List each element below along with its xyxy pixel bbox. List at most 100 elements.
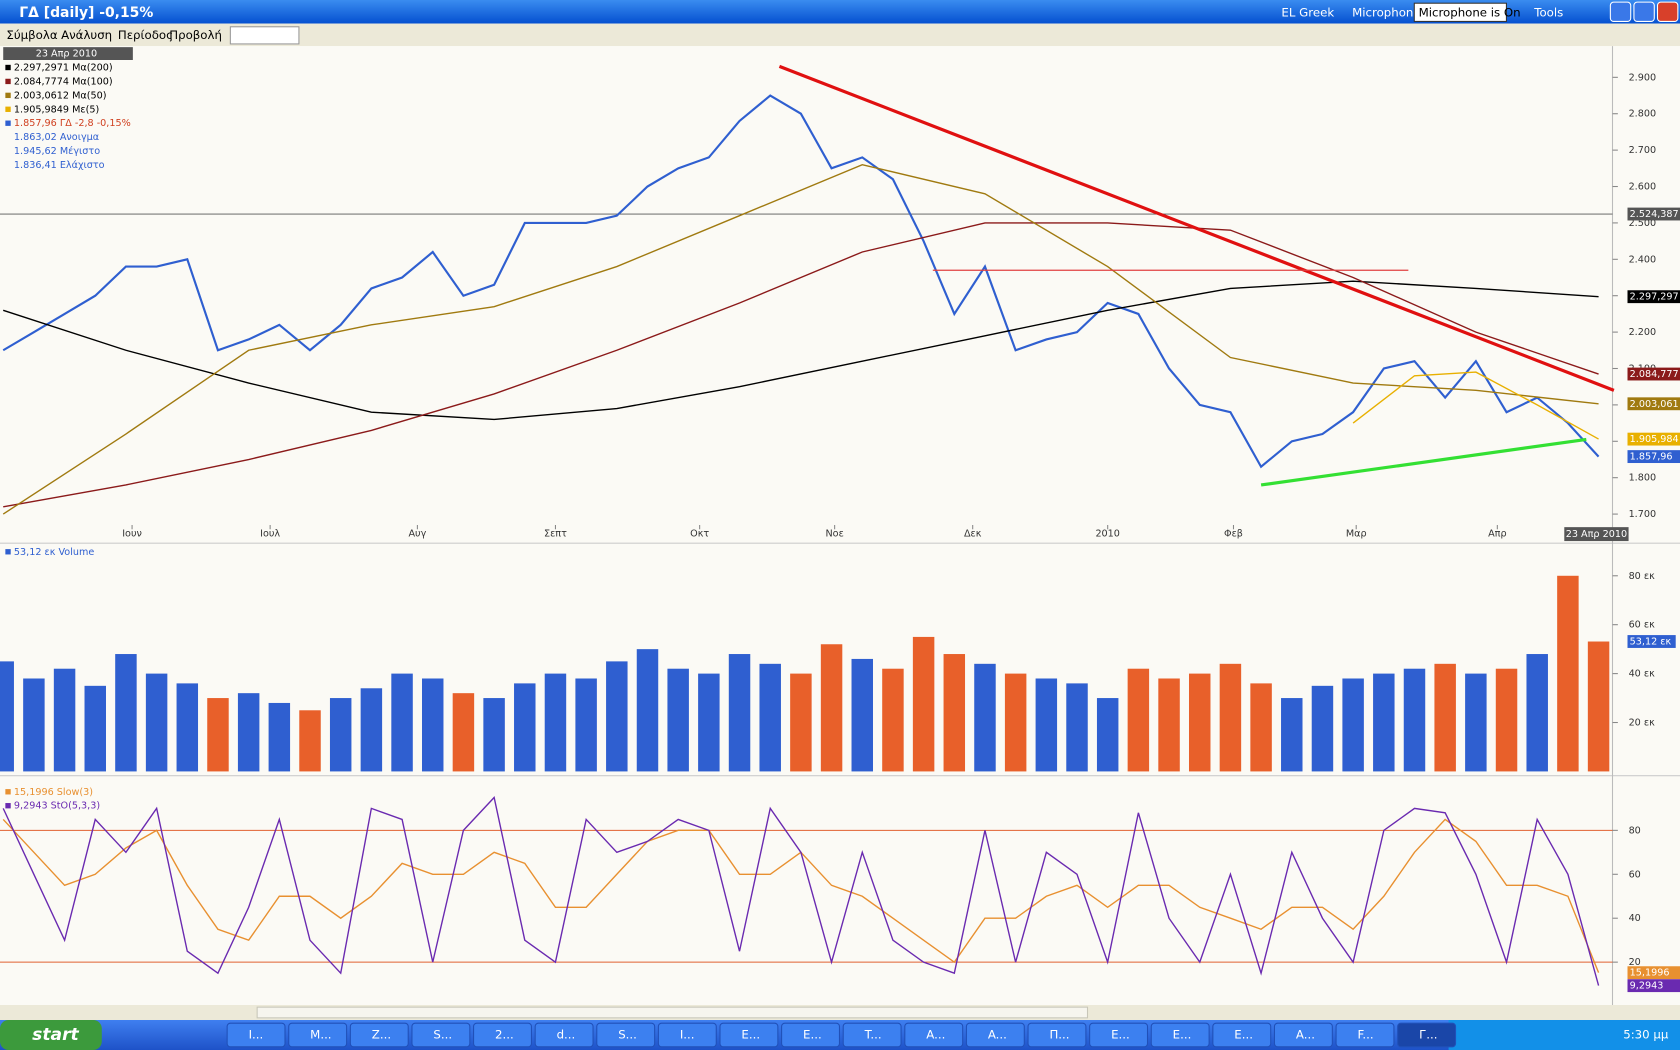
window-button[interactable] bbox=[1656, 1, 1679, 22]
volume-bar bbox=[1587, 641, 1610, 772]
volume-bar bbox=[667, 668, 689, 772]
task-button[interactable] bbox=[1273, 1022, 1333, 1048]
task-button[interactable] bbox=[719, 1022, 779, 1048]
window-title: ΓΔ [daily] -0,15% bbox=[19, 5, 153, 21]
task-button[interactable] bbox=[534, 1022, 594, 1048]
legend-swatch bbox=[5, 64, 11, 71]
volume-bar bbox=[636, 649, 659, 772]
task-label[interactable]: A... bbox=[926, 1028, 945, 1042]
volume-bar bbox=[84, 685, 106, 772]
task-label[interactable]: E... bbox=[803, 1028, 822, 1042]
x-tick-label: Οκτ bbox=[690, 529, 709, 540]
task-label[interactable]: S... bbox=[433, 1028, 452, 1042]
x-tick-label: Ιουλ bbox=[260, 529, 280, 540]
task-label[interactable]: M... bbox=[310, 1028, 331, 1042]
task-label[interactable]: F... bbox=[1358, 1028, 1374, 1042]
legend-swatch bbox=[5, 549, 11, 555]
task-label[interactable]: d... bbox=[557, 1028, 576, 1042]
y-tick-label: 2.700 bbox=[1629, 145, 1657, 156]
task-label[interactable]: 2... bbox=[495, 1028, 514, 1042]
task-button[interactable] bbox=[965, 1022, 1025, 1048]
volume-bar bbox=[790, 673, 812, 772]
task-button[interactable] bbox=[904, 1022, 964, 1048]
y-tick-label: 80 εκ bbox=[1629, 571, 1656, 582]
menu-item[interactable]: Προβολή bbox=[169, 28, 222, 42]
title-item[interactable]: Microphone bbox=[1352, 5, 1421, 19]
task-label[interactable]: Г... bbox=[1419, 1028, 1437, 1042]
volume-bar bbox=[176, 683, 199, 772]
legend-entry: 9,2943 StO(5,3,3) bbox=[14, 801, 100, 812]
task-button[interactable] bbox=[657, 1022, 717, 1048]
last-value-box bbox=[1627, 450, 1680, 464]
volume-bar bbox=[974, 663, 996, 772]
volume-bar bbox=[329, 698, 352, 772]
x-tick-label: 2010 bbox=[1095, 529, 1120, 540]
window-button[interactable] bbox=[1609, 1, 1632, 22]
title-item[interactable]: Tools bbox=[1533, 5, 1563, 19]
last-value-label: 2.003,061 bbox=[1630, 399, 1679, 410]
task-button[interactable] bbox=[411, 1022, 471, 1048]
window-button[interactable] bbox=[1633, 1, 1655, 22]
task-label[interactable]: Z... bbox=[372, 1028, 391, 1042]
task-button[interactable] bbox=[1150, 1022, 1210, 1048]
series-line bbox=[2, 796, 1600, 986]
task-button[interactable] bbox=[349, 1022, 409, 1048]
y-tick-label: 20 bbox=[1629, 957, 1641, 968]
task-label[interactable]: П... bbox=[1049, 1028, 1069, 1042]
volume-bar bbox=[1004, 673, 1027, 772]
task-label[interactable]: E... bbox=[741, 1028, 760, 1042]
menu-item[interactable]: Περίοδος bbox=[118, 28, 173, 42]
task-label[interactable]: I... bbox=[249, 1028, 264, 1042]
y-tick-label: 1.800 bbox=[1629, 473, 1657, 484]
reference-label-box bbox=[1627, 207, 1680, 221]
start-button[interactable] bbox=[0, 1020, 102, 1050]
task-label[interactable]: T... bbox=[864, 1028, 882, 1042]
trend-line bbox=[1260, 437, 1587, 487]
symbol-input[interactable] bbox=[229, 26, 300, 45]
title-item[interactable]: EL Greek bbox=[1281, 5, 1334, 19]
y-tick-label: 60 εκ bbox=[1629, 620, 1656, 631]
task-label[interactable]: E... bbox=[1111, 1028, 1130, 1042]
tray bbox=[1448, 1020, 1680, 1050]
task-button[interactable] bbox=[1212, 1022, 1272, 1048]
chart-area bbox=[0, 46, 1680, 1008]
last-value-label: 1.905,984 bbox=[1630, 434, 1679, 445]
task-button[interactable] bbox=[1397, 1022, 1457, 1048]
volume-bar bbox=[1403, 668, 1426, 772]
task-button[interactable] bbox=[1335, 1022, 1395, 1048]
task-label[interactable]: E... bbox=[1173, 1028, 1192, 1042]
start-label[interactable]: start bbox=[32, 1025, 79, 1045]
legend-swatch bbox=[5, 789, 11, 795]
legend-swatch bbox=[5, 120, 11, 126]
scroll-thumb[interactable] bbox=[256, 1006, 1089, 1019]
date-label: 23 Απρ 2010 bbox=[36, 49, 97, 60]
task-button[interactable] bbox=[1089, 1022, 1149, 1048]
task-button[interactable] bbox=[473, 1022, 532, 1048]
task-button[interactable] bbox=[842, 1022, 902, 1048]
task-button[interactable] bbox=[288, 1022, 348, 1048]
task-button[interactable] bbox=[1027, 1022, 1087, 1048]
task-button[interactable] bbox=[226, 1022, 286, 1048]
task-button[interactable] bbox=[596, 1022, 656, 1048]
task-label[interactable]: E... bbox=[1234, 1028, 1253, 1042]
volume-bar bbox=[1281, 698, 1303, 772]
menu-item[interactable]: Ανάλυση bbox=[61, 28, 112, 42]
volume-bar bbox=[1557, 575, 1579, 772]
volume-bar bbox=[1342, 678, 1364, 772]
volume-bar bbox=[53, 668, 76, 772]
task-label[interactable]: A... bbox=[1296, 1028, 1315, 1042]
task-label[interactable]: S... bbox=[618, 1028, 637, 1042]
last-value-box bbox=[1627, 635, 1676, 648]
volume-bar bbox=[483, 698, 505, 772]
y-tick-label: 2.500 bbox=[1629, 218, 1657, 229]
task-label[interactable]: A... bbox=[988, 1028, 1007, 1042]
task-label[interactable]: I... bbox=[680, 1028, 695, 1042]
title-bar bbox=[0, 0, 1680, 24]
last-value-box bbox=[1627, 979, 1680, 993]
volume-bar bbox=[943, 654, 966, 772]
y-tick-label: 40 εκ bbox=[1629, 669, 1656, 680]
title-item[interactable]: Microphone is On bbox=[1419, 5, 1521, 19]
menu-item[interactable]: Σύμβολα bbox=[6, 28, 57, 42]
task-button[interactable] bbox=[781, 1022, 840, 1048]
